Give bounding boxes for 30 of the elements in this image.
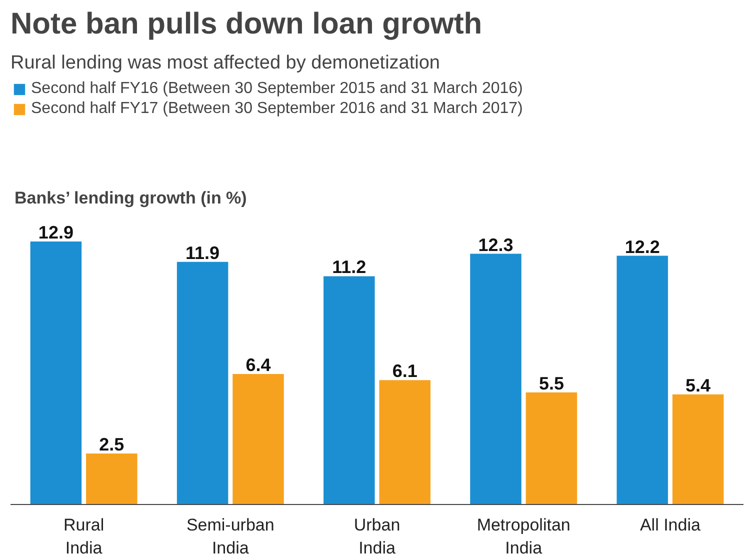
bar [379, 380, 430, 504]
legend-label: Second half FY17 (Between 30 September 2016 and 31 March 2017) [31, 100, 523, 118]
data-label: 12.3 [478, 234, 514, 255]
bar [86, 454, 138, 504]
x-tick-label: All India [640, 516, 701, 534]
data-label: 6.1 [392, 361, 418, 382]
x-tick-label: Urban India [354, 516, 400, 558]
chart-subtitle: Rural lending was most affected by demonetization [10, 52, 440, 74]
legend-label: Second half FY16 (Between 30 September 2015 and 31 March 2016) [31, 80, 523, 98]
bar [616, 256, 668, 504]
x-tick-label: Metropolitan India [476, 516, 570, 558]
data-label: 6.4 [246, 355, 271, 376]
data-label: 2.5 [99, 434, 124, 455]
bar [470, 254, 522, 504]
bar [232, 374, 284, 504]
data-label: 12.9 [38, 222, 74, 243]
y-axis-title: Banks’ lending growth (in %) [14, 188, 247, 208]
data-label: 5.4 [686, 375, 711, 396]
data-label: 11.9 [186, 242, 220, 263]
bar [324, 276, 375, 504]
data-label: 12.2 [624, 236, 660, 257]
data-label: 11.2 [332, 257, 366, 278]
bar [30, 242, 82, 504]
bar [526, 392, 578, 504]
chart-title: Note ban pulls down loan growth [10, 8, 482, 40]
bar [672, 394, 724, 504]
bar [176, 262, 228, 504]
x-tick-label: Rural India [63, 516, 104, 558]
data-label: 5.5 [538, 373, 564, 394]
x-tick-label: Semi-urban India [186, 516, 274, 558]
